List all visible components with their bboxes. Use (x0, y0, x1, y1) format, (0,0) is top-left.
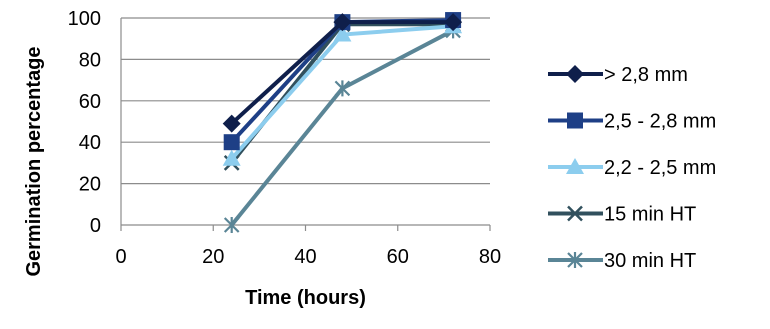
legend-label: > 2,8 mm (604, 64, 688, 86)
y-tick-label: 60 (79, 91, 101, 113)
legend-label: 2,2 - 2,5 mm (604, 157, 716, 179)
legend-item: > 2,8 mm (548, 64, 688, 86)
legend-item: 2,5 - 2,8 mm (548, 111, 716, 133)
legend-label: 15 min HT (604, 204, 696, 226)
series-1 (222, 13, 463, 133)
axes-layer: 0 20 40 60 80 100 0 20 40 60 80 (68, 8, 502, 268)
legend-marker (567, 252, 583, 268)
legend-item: 15 min HT (548, 204, 696, 226)
data-point (223, 134, 240, 151)
legend: > 2,8 mm 2,5 - 2,8 mm 2,2 - 2,5 mm 15 min H… (548, 64, 716, 272)
grid-layer (121, 17, 490, 226)
data-point (333, 13, 352, 32)
series-layer (222, 12, 463, 233)
x-tick-label: 0 (115, 246, 126, 268)
data-point (222, 149, 241, 166)
legend-marker (566, 158, 584, 174)
legend-marker (567, 112, 583, 129)
legend-item: 2,2 - 2,5 mm (548, 157, 716, 179)
legend-label: 30 min HT (604, 250, 696, 272)
legend-label: 2,5 - 2,8 mm (604, 111, 716, 133)
y-tick-label: 100 (68, 8, 101, 30)
x-axis-title: Time (hours) (245, 287, 366, 309)
y-axis-title: Germination percentage (23, 46, 45, 276)
y-tick-label: 80 (79, 49, 101, 71)
data-point (444, 13, 463, 32)
x-tick-label: 80 (479, 246, 501, 268)
x-tick-label: 60 (387, 246, 409, 268)
x-tick-label: 40 (294, 246, 316, 268)
data-point (223, 217, 240, 233)
data-point (333, 25, 352, 42)
legend-marker (566, 65, 584, 83)
y-tick-label: 40 (79, 132, 101, 154)
data-point (334, 80, 351, 97)
series-5 (223, 22, 461, 233)
legend-marker (567, 205, 583, 222)
x-tick-label: 20 (202, 246, 224, 268)
y-tick-label: 20 (79, 174, 101, 196)
legend-item: 30 min HT (548, 250, 696, 272)
y-tick-label: 0 (90, 215, 101, 237)
data-point (222, 114, 241, 133)
